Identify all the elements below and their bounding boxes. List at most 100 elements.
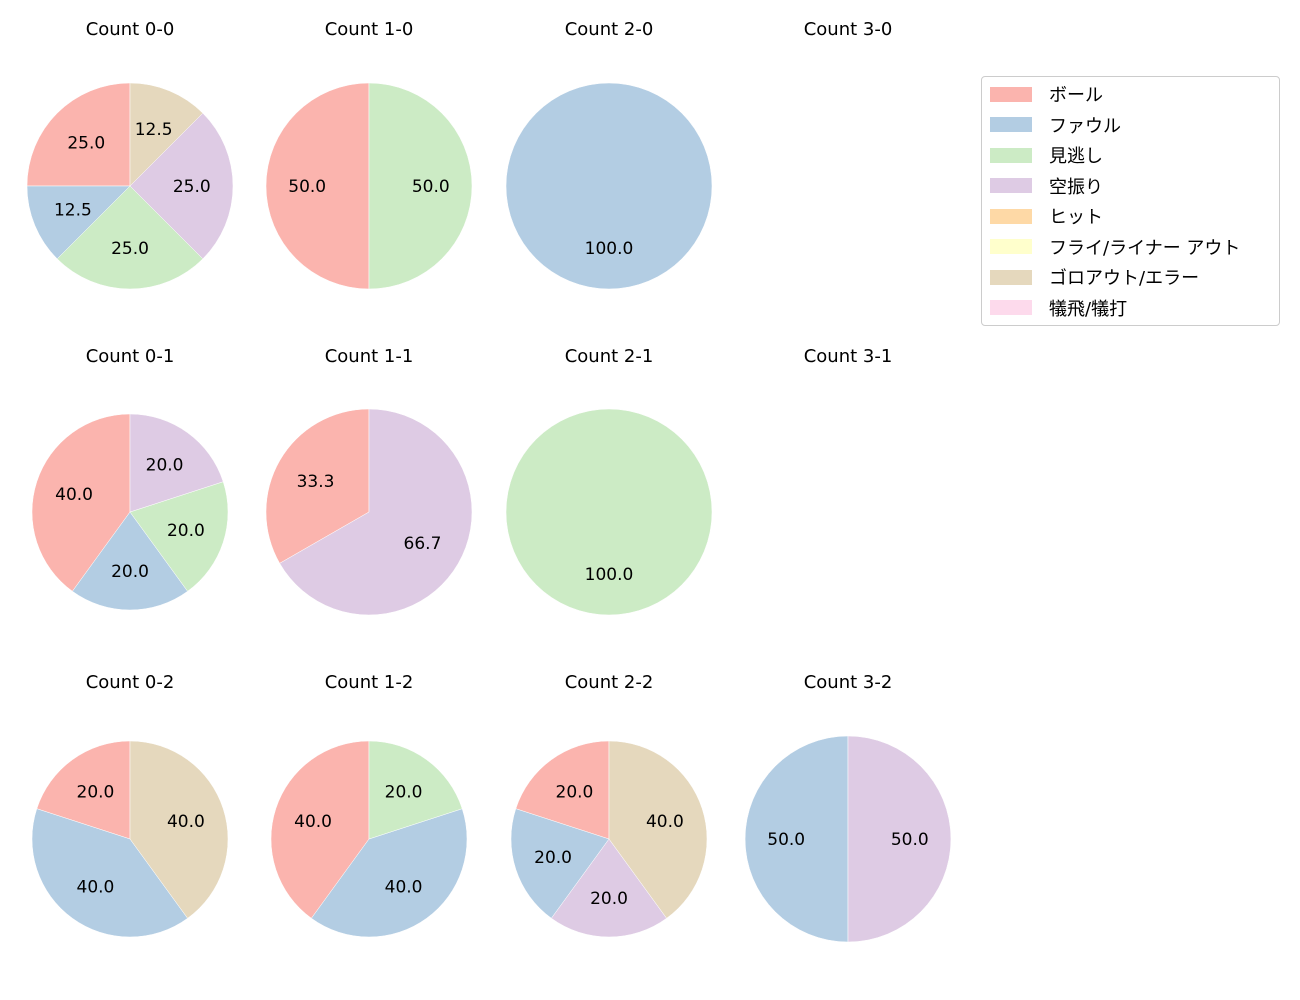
pie-slice-label: 100.0 — [585, 565, 634, 585]
pie-slice — [510, 808, 610, 919]
pie-title: Count 2-2 — [565, 672, 654, 693]
pie-count-1-0: Count 1-0 50.0 50.0 — [265, 19, 473, 290]
legend-item: 空振り — [990, 174, 1103, 198]
pie-slice — [505, 82, 713, 290]
pie-count-2-1: Count 2-1 100.0 — [505, 346, 713, 616]
pie-slice-label: 20.0 — [111, 562, 149, 582]
pie-slice-label: 50.0 — [891, 830, 929, 850]
pie-slice-label: 12.5 — [54, 201, 92, 221]
pie-count-3-2: Count 3-2 50.0 50.0 — [744, 672, 952, 943]
legend-item: ファウル — [990, 113, 1121, 137]
pie-title: Count 2-1 — [565, 346, 654, 367]
pie-slice-label: 20.0 — [77, 782, 115, 802]
pie-title: Count 2-0 — [565, 19, 654, 40]
pie-count-2-2: Count 2-2 20.0 20.0 20.0 40.0 — [510, 672, 708, 938]
legend-label: ボール — [1049, 85, 1103, 106]
pie-slice — [265, 408, 370, 564]
pie-slice — [279, 408, 473, 616]
legend-label: 見逃し — [1049, 146, 1103, 167]
pie-slice-label: 40.0 — [167, 812, 205, 832]
pie-slice — [744, 735, 849, 943]
pie-slice — [129, 413, 224, 513]
pie-slice-label: 20.0 — [167, 521, 205, 541]
legend-label: ゴロアウト/エラー — [1049, 268, 1200, 289]
pie-slice-label: 25.0 — [173, 177, 211, 197]
pie-slice — [72, 511, 188, 611]
pie-slice-label: 40.0 — [385, 878, 423, 898]
pie-slice-label: 20.0 — [590, 889, 628, 909]
pie-slice-label: 20.0 — [556, 782, 594, 802]
legend-label: 犠飛/犠打 — [1049, 298, 1128, 320]
pie-slice — [129, 82, 204, 187]
legend-label: ヒット — [1049, 207, 1103, 228]
pie-title: Count 1-1 — [325, 346, 414, 367]
pie-count-3-0: Count 3-0 — [804, 19, 893, 40]
pie-slice — [129, 740, 229, 919]
pie-slice — [515, 740, 610, 840]
legend-swatch — [990, 86, 1032, 102]
legend-swatch — [990, 300, 1032, 315]
pie-slice-label: 40.0 — [77, 878, 115, 898]
pie-slice — [608, 740, 708, 919]
pie-slice-label: 20.0 — [385, 782, 423, 802]
pie-title: Count 3-1 — [804, 346, 893, 367]
legend-swatch — [990, 117, 1032, 132]
pie-slice-label: 12.5 — [135, 120, 173, 140]
pie-slice — [36, 740, 131, 840]
pie-slice-label: 25.0 — [67, 133, 105, 153]
pie-count-0-2: Count 0-2 20.0 40.0 40.0 — [31, 672, 229, 938]
pie-slice — [311, 808, 468, 938]
pie-slice-label: 20.0 — [146, 455, 184, 475]
pie-slice-label: 40.0 — [294, 812, 332, 832]
pie-slice — [129, 481, 229, 592]
legend-item: 見逃し — [990, 143, 1103, 167]
pie-slice-label: 50.0 — [767, 830, 805, 850]
legend-item: フライ/ライナー アウト — [990, 235, 1240, 259]
legend-label: 空振り — [1049, 176, 1103, 198]
pie-slice — [505, 408, 713, 616]
legend-swatch — [990, 269, 1032, 285]
pie-slice-label: 25.0 — [111, 239, 149, 259]
legend-swatch — [990, 239, 1032, 254]
pie-slice-label: 100.0 — [585, 239, 634, 259]
legend-item: ゴロアウト/エラー — [990, 265, 1199, 289]
pie-slice — [31, 808, 188, 938]
legend-swatch — [990, 178, 1032, 193]
legend-item: 犠飛/犠打 — [990, 296, 1127, 320]
pie-count-3-1: Count 3-1 — [804, 346, 893, 367]
pie-slice — [129, 112, 234, 260]
pie-title: Count 3-2 — [804, 672, 893, 693]
pie-slice — [368, 82, 473, 290]
legend: ボールファウル見逃し空振りヒットフライ/ライナー アウト ゴロアウト/エラー 犠飛/… — [981, 76, 1280, 326]
pie-slice — [31, 413, 131, 592]
pie-slice-label: 50.0 — [288, 177, 326, 197]
pie-slice-label: 33.3 — [297, 472, 335, 492]
legend-item: ヒット — [990, 204, 1103, 228]
pie-count-1-2: Count 1-2 40.0 40.0 20.0 — [270, 672, 468, 938]
pie-title: Count 0-0 — [86, 19, 175, 40]
pie-slice-label: 66.7 — [404, 534, 442, 554]
pie-slice — [26, 82, 131, 187]
pie-slice-label: 20.0 — [534, 848, 572, 868]
pie-title: Count 0-1 — [86, 346, 175, 367]
legend-item: ボール — [990, 82, 1103, 106]
pie-slice-label: 50.0 — [412, 177, 450, 197]
pie-count-1-1: Count 1-1 33.3 66.7 — [265, 346, 473, 616]
pie-slice — [56, 185, 204, 290]
pie-count-0-1: Count 0-1 40.0 20.0 20.0 20.0 — [31, 346, 229, 611]
legend-swatch — [990, 208, 1032, 224]
pie-slice-label: 40.0 — [55, 485, 93, 505]
pie-slice — [270, 740, 370, 919]
pie-slice — [26, 185, 131, 260]
pie-slice — [368, 740, 463, 840]
pie-count-0-0: Count 0-0 25.0 12.5 25.0 25.0 12.5 — [26, 19, 234, 290]
pie-title: Count 0-2 — [86, 672, 175, 693]
legend-label: フライ/ライナー アウト — [1049, 237, 1241, 259]
pie-slice — [265, 82, 370, 290]
pie-slice — [847, 735, 952, 943]
pie-count-2-0: Count 2-0 100.0 — [505, 19, 713, 290]
pie-title: Count 1-0 — [325, 19, 414, 40]
pie-title: Count 1-2 — [325, 672, 414, 693]
pie-title: Count 3-0 — [804, 19, 893, 40]
